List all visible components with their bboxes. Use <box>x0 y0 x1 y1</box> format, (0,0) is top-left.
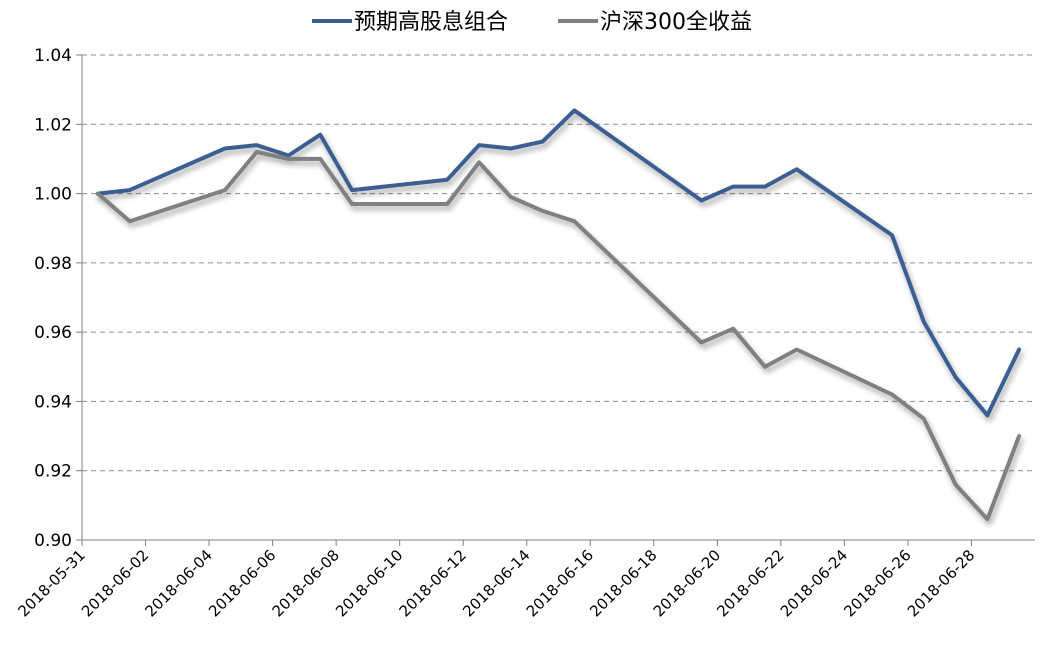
y-tick-label: 0.92 <box>34 462 72 482</box>
data-point <box>922 417 926 421</box>
data-point <box>763 365 767 369</box>
data-point <box>795 167 799 171</box>
data-point <box>541 209 545 213</box>
data-point <box>1017 347 1021 351</box>
x-tick-label: 2018-06-12 <box>396 546 470 620</box>
data-point <box>445 202 449 206</box>
y-tick-label: 1.02 <box>34 115 72 135</box>
y-tick-label: 0.90 <box>34 531 72 551</box>
data-point <box>890 233 894 237</box>
data-point <box>509 195 513 199</box>
data-point <box>445 178 449 182</box>
x-tick-label: 2018-06-08 <box>269 546 343 620</box>
data-point <box>699 199 703 203</box>
x-tick-label: 2018-06-18 <box>586 546 660 620</box>
data-point <box>1017 434 1021 438</box>
data-point <box>954 483 958 487</box>
x-tick-label: 2018-06-16 <box>523 546 597 620</box>
data-point <box>954 375 958 379</box>
y-tick-label: 1.00 <box>34 185 72 205</box>
axes: 0.90 0.92 0.94 0.96 0.98 1.00 1.02 1.04 2018-05-… <box>14 46 1035 620</box>
x-tick-label: 2018-06-10 <box>332 546 406 620</box>
data-point <box>477 160 481 164</box>
x-tick-label: 2018-06-14 <box>459 546 533 620</box>
data-point <box>286 157 290 161</box>
x-tick-label: 2018-06-24 <box>777 546 851 620</box>
x-tick-label: 2018-06-26 <box>840 546 914 620</box>
x-tick-label: 2018-06-22 <box>713 546 787 620</box>
data-point <box>890 393 894 397</box>
series-line-2 <box>95 150 1022 522</box>
data-point <box>795 347 799 351</box>
y-tick-label: 0.98 <box>34 254 72 274</box>
x-tick-label: 2018-06-06 <box>205 546 279 620</box>
data-point <box>509 147 513 151</box>
data-point <box>255 150 259 154</box>
x-tick-label: 2018-05-31 <box>14 546 88 620</box>
x-tick-label: 2018-06-02 <box>78 546 152 620</box>
legend: 预期高股息组合 沪深300全收益 <box>312 10 752 35</box>
series-line-1 <box>95 108 1022 418</box>
data-point <box>985 517 989 521</box>
data-point <box>96 192 100 196</box>
data-point <box>128 219 132 223</box>
legend-label: 沪深300全收益 <box>600 10 752 35</box>
data-point <box>922 320 926 324</box>
series-lines <box>95 108 1022 522</box>
y-tick-label: 0.94 <box>34 392 72 412</box>
data-point <box>223 147 227 151</box>
data-point <box>699 341 703 345</box>
data-point <box>350 188 354 192</box>
gridlines <box>82 54 1035 472</box>
data-point <box>255 143 259 147</box>
data-point <box>477 143 481 147</box>
data-point <box>731 185 735 189</box>
x-tick-label: 2018-06-28 <box>904 546 978 620</box>
data-point <box>572 108 576 112</box>
data-point <box>731 327 735 331</box>
data-point <box>318 133 322 137</box>
data-point <box>763 185 767 189</box>
data-point <box>318 157 322 161</box>
x-tick-label: 2018-06-20 <box>650 546 724 620</box>
y-tick-label: 1.04 <box>34 46 72 66</box>
data-point <box>223 188 227 192</box>
data-point <box>350 202 354 206</box>
x-tick-label: 2018-06-04 <box>142 546 216 620</box>
data-point <box>541 140 545 144</box>
y-tick-label: 0.96 <box>34 323 72 343</box>
legend-label: 预期高股息组合 <box>354 10 508 35</box>
data-point <box>572 219 576 223</box>
data-point <box>128 188 132 192</box>
data-point <box>985 413 989 417</box>
